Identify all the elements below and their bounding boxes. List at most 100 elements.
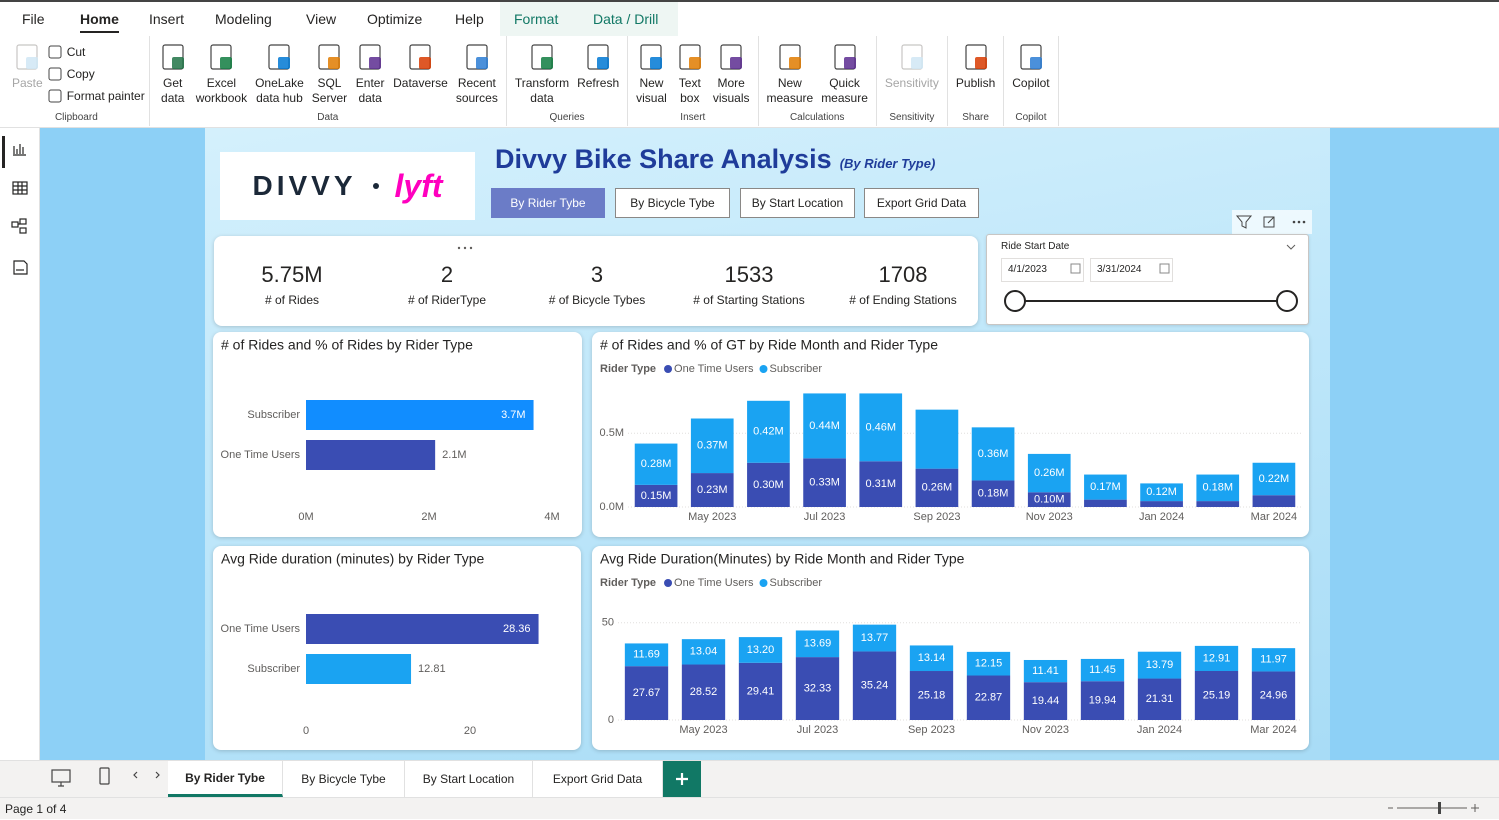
- icon-accent: [597, 57, 610, 69]
- value-label: 13.20: [747, 644, 775, 656]
- page-tab[interactable]: Export Grid Data: [533, 761, 663, 797]
- zoom-slider[interactable]: [1385, 798, 1499, 820]
- button-icon: [48, 89, 62, 103]
- ribbon-button[interactable]: Copilot: [1008, 42, 1053, 91]
- icon-accent: [328, 57, 341, 69]
- filter-icon[interactable]: [1235, 215, 1253, 229]
- legend-label[interactable]: Subscriber: [770, 363, 823, 375]
- add-page-button[interactable]: [663, 761, 701, 797]
- group-label: Data: [317, 112, 339, 123]
- dax-view-icon[interactable]: [13, 260, 28, 275]
- ribbon-button[interactable]: Text box: [671, 42, 709, 106]
- legend-label[interactable]: One Time Users: [674, 577, 754, 589]
- icon-body: [318, 44, 341, 70]
- nav-button[interactable]: By Start Location: [740, 188, 855, 218]
- ribbon-button[interactable]: Paste: [8, 42, 47, 91]
- bar-segment: [738, 662, 783, 720]
- button-icon: [531, 44, 553, 70]
- icon-accent: [650, 57, 663, 69]
- button-label: Refresh: [577, 76, 620, 90]
- button-row: Sensitivity: [881, 36, 943, 112]
- nav-button[interactable]: By Bicycle Tybe: [615, 188, 730, 218]
- ribbon-tab[interactable]: View: [306, 11, 337, 27]
- nav-button[interactable]: By Rider Tybe: [491, 188, 605, 218]
- end-date-box[interactable]: 3/31/2024: [1090, 258, 1173, 282]
- ribbon-tab[interactable]: File: [22, 11, 45, 27]
- button-icon: [409, 44, 432, 70]
- button-label: New: [639, 76, 664, 90]
- report-view-icon[interactable]: [2, 136, 26, 168]
- chart-card: # of Rides and % of Rides by Rider Type 0…: [213, 332, 582, 537]
- value-label: 25.19: [1203, 689, 1231, 701]
- model-view-icon[interactable]: [11, 218, 27, 234]
- chart-title: # of Rides and % of Rides by Rider Type: [221, 337, 473, 353]
- ribbon-button[interactable]: Enter data: [351, 42, 389, 106]
- logo-divvy: DIVVY: [252, 170, 357, 201]
- focus-icon[interactable]: [1263, 216, 1275, 228]
- x-tick-label: Jul 2023: [797, 724, 839, 736]
- ribbon-button[interactable]: Copy: [47, 66, 145, 82]
- legend-label[interactable]: One Time Users: [674, 363, 754, 375]
- plus-icon: [676, 773, 688, 785]
- ribbon-button[interactable]: More visuals: [709, 42, 754, 106]
- ribbon-tab[interactable]: Insert: [149, 11, 185, 27]
- kpi-label: # of Rides: [264, 293, 320, 307]
- button-label: More: [717, 76, 745, 90]
- ribbon-tab[interactable]: Optimize: [367, 11, 423, 27]
- button-label: workbook: [195, 91, 248, 105]
- button-icon: [1020, 44, 1042, 70]
- ribbon-button[interactable]: Quick measure: [817, 42, 872, 106]
- ribbon-button[interactable]: Refresh: [573, 42, 623, 91]
- value-label: 0.15M: [641, 490, 672, 502]
- ribbon-tab[interactable]: Modeling: [215, 11, 272, 27]
- ribbon-button[interactable]: Get data: [154, 42, 192, 106]
- page-tab-bar: By Rider Tybe By Bicycle Tybe By Start Loc…: [0, 760, 1499, 797]
- desktop-view-icon[interactable]: [51, 769, 71, 787]
- ribbon-button[interactable]: OneLake data hub: [251, 42, 308, 106]
- legend-label[interactable]: Subscriber: [770, 577, 823, 589]
- icon-accent: [910, 57, 923, 69]
- prev-page[interactable]: [133, 771, 138, 779]
- icon-accent: [171, 57, 184, 69]
- kpi-label: # of Ending Stations: [849, 293, 957, 307]
- legend: Rider Type One Time Users Subscriber: [600, 577, 822, 589]
- report-subtitle: (By Rider Type): [839, 156, 936, 171]
- ribbon-button[interactable]: SQL Server: [308, 42, 351, 106]
- ribbon-button[interactable]: Format painter: [47, 88, 145, 104]
- ribbon-button[interactable]: New visual: [632, 42, 671, 106]
- ribbon-tab[interactable]: Help: [455, 11, 484, 27]
- ribbon-button[interactable]: Dataverse: [389, 42, 452, 91]
- next-page[interactable]: [155, 771, 160, 779]
- ribbon-button[interactable]: Publish: [952, 42, 999, 91]
- ribbon-button[interactable]: Excel workbook: [192, 42, 251, 106]
- bar-segment: [1137, 678, 1182, 720]
- button-label: Cut: [66, 45, 86, 59]
- page-tab[interactable]: By Rider Tybe: [168, 761, 283, 797]
- nav-button[interactable]: Export Grid Data: [864, 188, 979, 218]
- icon-accent: [26, 57, 39, 69]
- ribbon-button[interactable]: New measure: [763, 42, 818, 106]
- ribbon-button[interactable]: Recent sources: [452, 42, 502, 106]
- visual-header-icons: [1232, 210, 1312, 234]
- bar-segment: [1084, 474, 1127, 500]
- ribbon-tab[interactable]: Format: [514, 11, 559, 27]
- ribbon-tab[interactable]: Home: [80, 11, 119, 33]
- icon-accent: [1029, 57, 1042, 69]
- page-tab[interactable]: By Bicycle Tybe: [283, 761, 405, 797]
- ribbon-tab[interactable]: Data / Drill: [593, 11, 659, 27]
- bar-segment: [681, 664, 726, 720]
- ribbon-button[interactable]: Cut: [47, 44, 145, 60]
- mobile-view-icon[interactable]: [99, 767, 110, 785]
- button-label: Publish: [955, 76, 996, 90]
- x-tick-label: 2M: [421, 511, 436, 523]
- table-view-icon[interactable]: [12, 181, 28, 195]
- start-date-box[interactable]: 4/1/2023: [1001, 258, 1084, 282]
- slider-handle: [1004, 290, 1026, 312]
- ribbon-button[interactable]: Transform data: [511, 42, 573, 106]
- button-label: sources: [455, 91, 498, 105]
- ribbon-button[interactable]: Sensitivity: [881, 42, 943, 91]
- page-tab[interactable]: By Start Location: [405, 761, 533, 797]
- group-label: Insert: [680, 112, 706, 123]
- button-label: visual: [636, 91, 667, 105]
- icon-body: [901, 44, 923, 70]
